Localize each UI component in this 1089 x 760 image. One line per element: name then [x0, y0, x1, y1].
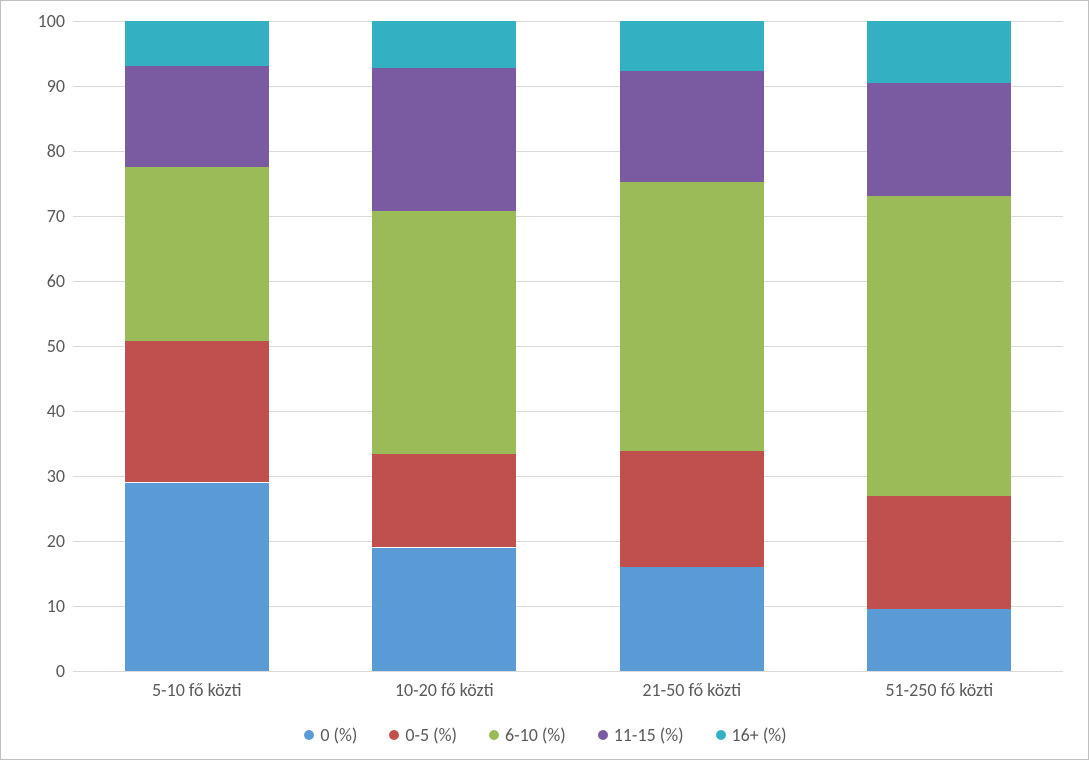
bar-segment	[125, 483, 269, 672]
bar-group	[125, 21, 269, 671]
y-tick-label: 30	[15, 465, 65, 487]
plot-area	[73, 21, 1063, 671]
bar-segment	[620, 71, 764, 182]
bar-segment	[620, 451, 764, 567]
y-tick-label: 0	[15, 660, 65, 682]
legend-swatch	[489, 730, 499, 740]
bar-segment	[867, 83, 1011, 195]
bar-segment	[125, 167, 269, 341]
legend-label: 6-10 (%)	[505, 724, 566, 746]
bar-segment	[125, 341, 269, 483]
y-tick-label: 90	[15, 75, 65, 97]
bar-segment	[620, 182, 764, 451]
legend-swatch	[389, 730, 399, 740]
bar-segment	[125, 66, 269, 167]
bar-segment	[867, 21, 1011, 83]
x-tick-label: 21-50 fő közti	[568, 679, 816, 701]
bar-segment	[867, 609, 1011, 671]
legend-item: 0 (%)	[304, 724, 357, 746]
bar-segment	[867, 496, 1011, 608]
y-tick-label: 100	[15, 10, 65, 32]
bars-layer	[73, 21, 1063, 671]
y-tick-label: 60	[15, 270, 65, 292]
legend-item: 16+ (%)	[716, 724, 787, 746]
x-tick-label: 10-20 fő közti	[321, 679, 569, 701]
y-tick-label: 70	[15, 205, 65, 227]
bar-segment	[372, 548, 516, 672]
legend-label: 0 (%)	[320, 724, 357, 746]
bar-segment	[125, 21, 269, 66]
bar-segment	[372, 211, 516, 454]
bar-group	[372, 21, 516, 671]
legend-swatch	[304, 730, 314, 740]
legend-swatch	[716, 730, 726, 740]
x-tick-label: 51-250 fő közti	[816, 679, 1064, 701]
legend-label: 0-5 (%)	[405, 724, 457, 746]
legend-label: 16+ (%)	[732, 724, 787, 746]
legend-swatch	[598, 730, 608, 740]
bar-segment	[372, 68, 516, 211]
gridline	[73, 671, 1063, 672]
legend: 0 (%) 0-5 (%) 6-10 (%) 11-15 (%) 16+ (%)	[1, 717, 1089, 753]
bar-group	[867, 21, 1011, 671]
bar-segment	[620, 567, 764, 671]
bar-segment	[620, 21, 764, 71]
bar-segment	[867, 196, 1011, 496]
y-tick-label: 40	[15, 400, 65, 422]
legend-item: 6-10 (%)	[489, 724, 566, 746]
bar-group	[620, 21, 764, 671]
x-tick-label: 5-10 fő közti	[73, 679, 321, 701]
legend-label: 11-15 (%)	[614, 724, 684, 746]
bar-segment	[372, 454, 516, 548]
y-tick-label: 10	[15, 595, 65, 617]
y-tick-label: 50	[15, 335, 65, 357]
chart-frame: 0 10 20 30 40 50 60 70 80 90 100 5-10 fő közti10-2…	[0, 0, 1089, 760]
y-tick-label: 20	[15, 530, 65, 552]
y-tick-label: 80	[15, 140, 65, 162]
bar-segment	[372, 21, 516, 68]
legend-item: 11-15 (%)	[598, 724, 684, 746]
legend-item: 0-5 (%)	[389, 724, 457, 746]
